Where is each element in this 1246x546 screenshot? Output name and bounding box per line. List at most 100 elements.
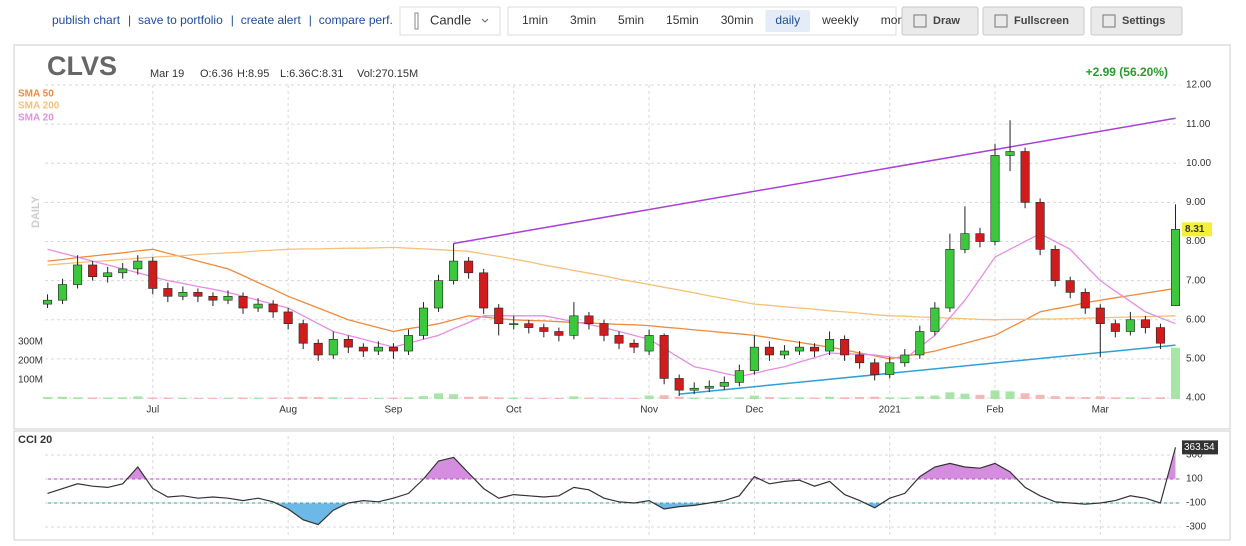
candle-body	[464, 260, 474, 274]
y-tick-label: 9.00	[1186, 197, 1206, 208]
sma-line	[47, 248, 1176, 360]
button-label: Settings	[1122, 15, 1165, 27]
interval-selected	[765, 10, 811, 32]
candle-body	[930, 307, 940, 332]
toolbar-button[interactable]	[1090, 6, 1183, 36]
ohlc-label: O:6.36	[200, 68, 233, 80]
volume-bar	[885, 397, 895, 399]
volume-bar	[659, 395, 669, 399]
toolbar-button[interactable]	[901, 6, 979, 36]
candle-body	[1050, 249, 1060, 281]
volume-bar	[449, 394, 459, 399]
trendline	[453, 117, 1176, 245]
volume-bar	[644, 395, 654, 399]
volume-bar	[118, 397, 128, 399]
candle-body	[539, 327, 549, 332]
interval-option[interactable]: 3min	[570, 13, 596, 27]
button-icon	[913, 14, 927, 28]
cci-value-label: 363.54	[1184, 442, 1215, 453]
legend-entry: SMA 20	[18, 113, 54, 124]
button-label: Draw	[933, 15, 960, 27]
candle-body	[810, 346, 820, 352]
volume-bar	[779, 397, 789, 399]
candle-body	[494, 307, 504, 324]
candle-body	[945, 249, 955, 309]
candle-body	[103, 272, 113, 278]
volume-bar	[1170, 347, 1180, 399]
candle-body	[779, 350, 789, 356]
interval-option[interactable]: 15min	[666, 13, 699, 27]
volume-bar	[855, 397, 865, 399]
volume-bar	[479, 396, 489, 399]
link-separator: |	[309, 13, 312, 27]
candle-body	[118, 268, 128, 274]
candle-body	[148, 260, 158, 289]
toolbar-link[interactable]: publish chart	[52, 13, 121, 27]
volume-bar	[1110, 397, 1120, 399]
sma-line	[47, 246, 1176, 321]
volume-bar	[1005, 391, 1015, 399]
volume-bar	[133, 396, 143, 399]
x-tick-label: Oct	[506, 405, 522, 416]
link-separator: |	[128, 13, 131, 27]
volume-bar	[539, 397, 549, 399]
candle-body	[358, 346, 368, 352]
interval-option[interactable]: 1min	[522, 13, 548, 27]
y-tick-label: 6.00	[1186, 314, 1206, 325]
volume-bar	[343, 397, 353, 399]
candle-body	[689, 387, 699, 391]
interval-option[interactable]: weekly	[821, 13, 859, 27]
volume-bar	[900, 397, 910, 399]
interval-option[interactable]: 5min	[618, 13, 644, 27]
legend-entry: SMA 50	[18, 89, 54, 100]
volume-bar	[1050, 396, 1060, 399]
volume-bar	[283, 397, 293, 399]
candle-body	[840, 339, 850, 356]
candle-body	[418, 307, 429, 336]
volume-bar	[193, 397, 203, 399]
volume-bar	[403, 397, 413, 399]
candle-body	[885, 362, 895, 375]
x-tick-label: Dec	[745, 405, 763, 416]
candle-body	[524, 323, 534, 328]
volume-tick-label: 300M	[18, 337, 43, 348]
toolbar-link[interactable]: create alert	[241, 13, 302, 27]
volume-bar	[1020, 393, 1030, 399]
ohlc-label: Vol:270.15M	[357, 68, 418, 80]
candle-body	[434, 280, 444, 309]
date-label: Mar 19	[150, 68, 184, 80]
button-icon	[1102, 14, 1116, 28]
volume-bar	[1140, 397, 1150, 399]
x-tick-label: 2021	[879, 405, 902, 416]
toolbar-button[interactable]	[982, 6, 1085, 36]
candle-body	[313, 342, 323, 356]
volume-bar	[208, 397, 218, 399]
candle-body	[749, 346, 759, 371]
y-tick-label: 5.00	[1186, 354, 1206, 365]
candle-body	[599, 323, 609, 336]
last-price-tag	[1182, 222, 1212, 237]
candle-body	[1020, 151, 1030, 203]
interval-option[interactable]: 30min	[721, 13, 754, 27]
y-tick-label: 8.00	[1186, 236, 1206, 247]
candle-body	[253, 303, 263, 309]
candle-body	[1125, 319, 1135, 332]
candle-body	[584, 315, 594, 324]
toolbar-link[interactable]: save to portfolio	[138, 13, 223, 27]
toolbar-link[interactable]: compare perf.	[319, 13, 393, 27]
cci-line	[47, 447, 1177, 526]
cci-title: CCI 20	[18, 434, 52, 446]
candle-body	[403, 335, 413, 352]
candle-body	[659, 335, 669, 379]
interval-option[interactable]: daily	[775, 13, 800, 27]
y-tick-label: 4.00	[1186, 393, 1206, 404]
period-label: DAILY	[30, 195, 42, 228]
candle-body	[990, 155, 1000, 242]
candle-body	[629, 342, 639, 348]
y-tick-label: 11.00	[1186, 119, 1211, 130]
volume-bar	[794, 397, 805, 399]
volume-bar	[689, 397, 699, 399]
volume-bar	[418, 396, 429, 399]
volume-bar	[825, 396, 835, 399]
